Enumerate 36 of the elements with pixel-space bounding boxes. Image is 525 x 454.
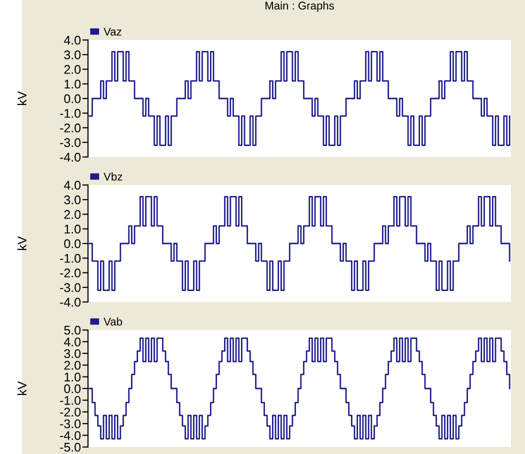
y-tick-label: -1.0 (60, 396, 81, 405)
legend-label: Vab (104, 317, 122, 326)
y-axis-title: kV (17, 91, 26, 105)
chart-title: Main : Graphs (266, 1, 334, 12)
y-tick-label: -2.0 (60, 268, 81, 278)
y-tick-label: 2.0 (64, 65, 81, 74)
y-tick-label: 2.0 (64, 210, 81, 219)
y-tick-label: -2.0 (60, 124, 81, 132)
y-tick-label: -4.0 (60, 152, 81, 162)
y-tick-label: -1.0 (60, 254, 81, 263)
y-tick-label: -5.0 (60, 442, 81, 452)
y-tick-label: 1.0 (64, 372, 81, 382)
legend-label: Vaz (104, 28, 122, 36)
y-tick-label: -2.0 (60, 408, 81, 417)
legend-label: Vbz (104, 172, 122, 181)
y-tick-label: -1.0 (60, 108, 81, 118)
y-axis-title: kV (17, 236, 26, 250)
y-tick-label: 5.0 (64, 326, 81, 335)
y-tick-label: 0.0 (64, 239, 81, 248)
y-tick-label: -3.0 (60, 283, 81, 292)
y-tick-label: 2.0 (64, 360, 81, 370)
y-tick-label: 3.0 (64, 195, 81, 204)
y-tick-label: 0.0 (64, 94, 81, 104)
y-tick-label: 4.0 (64, 338, 81, 346)
y-tick-label: 0.0 (64, 384, 81, 394)
y-tick-label: 3.0 (64, 50, 81, 60)
y-tick-label: 3.0 (64, 349, 81, 358)
y-axis-title: kV (17, 381, 26, 395)
y-tick-label: 4.0 (64, 180, 81, 190)
y-tick-label: -4.0 (60, 431, 81, 440)
y-tick-label: -3.0 (60, 138, 81, 148)
y-tick-label: -3.0 (60, 419, 81, 428)
y-tick-label: 1.0 (64, 224, 81, 234)
y-tick-label: 4.0 (64, 36, 81, 45)
y-tick-label: -4.0 (60, 298, 81, 307)
y-tick-label: 1.0 (64, 80, 81, 89)
